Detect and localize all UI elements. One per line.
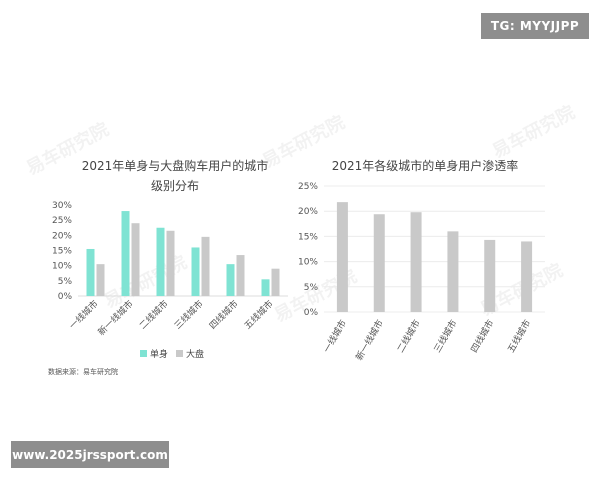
bar-overall: [201, 236, 210, 296]
y-tick-label: 30%: [52, 201, 72, 211]
x-tick-label: 一线城市: [67, 298, 101, 332]
x-tick-label: 二线城市: [137, 298, 171, 332]
x-tick-label: 新一线城市: [353, 318, 386, 363]
x-tick-label: 一线城市: [321, 318, 349, 355]
bar-overall: [131, 223, 140, 296]
bar-overall: [236, 255, 245, 296]
bar-overall: [96, 264, 105, 296]
chart-2-title-line-1: 2021年各级城市的单身用户渗透率: [331, 159, 519, 173]
source-note: 数据来源：易车研究院: [48, 368, 118, 376]
bar-overall: [271, 268, 280, 296]
chart-1-title-line-1: 2021年单身与大盘购车用户的城市: [81, 159, 269, 173]
url-label: www.2025jrssport.com: [11, 441, 169, 468]
bar-penetration: [521, 241, 533, 312]
y-tick-label: 10%: [298, 258, 318, 268]
y-tick-label: 15%: [52, 247, 72, 257]
bar-single: [156, 227, 165, 296]
y-tick-label: 25%: [298, 182, 318, 192]
legend-swatch-single: [140, 350, 147, 357]
y-tick-label: 15%: [298, 232, 318, 242]
chart-1-title-line-2: 级别分布: [150, 179, 199, 193]
y-tick-label: 10%: [52, 262, 72, 272]
bar-single: [261, 279, 270, 296]
legend-swatch-overall: [176, 350, 183, 357]
chart-1-title: 2021年单身与大盘购车用户的城市 级别分布: [60, 156, 290, 196]
y-tick-label: 0%: [304, 308, 319, 318]
y-tick-label: 0%: [58, 292, 73, 302]
bar-penetration: [484, 239, 496, 312]
y-tick-label: 5%: [304, 283, 319, 293]
bar-single: [191, 247, 200, 296]
chart-2-title: 2021年各级城市的单身用户渗透率: [305, 156, 545, 176]
y-tick-label: 20%: [298, 207, 318, 217]
bar-single: [121, 211, 130, 296]
y-tick-label: 20%: [52, 231, 72, 241]
x-tick-label: 五线城市: [505, 318, 533, 355]
x-tick-label: 四线城市: [468, 318, 496, 355]
x-tick-label: 五线城市: [242, 298, 276, 332]
bar-single: [86, 248, 95, 296]
bar-penetration: [373, 214, 385, 312]
bar-single: [226, 264, 235, 296]
bar-overall: [166, 230, 175, 296]
y-tick-label: 5%: [58, 277, 73, 287]
tg-label: TG: MYYJJPP: [481, 13, 589, 39]
bar-penetration: [336, 202, 348, 312]
legend-label-single: 单身: [150, 348, 168, 360]
x-tick-label: 新一线城市: [95, 298, 135, 338]
y-tick-label: 25%: [52, 216, 72, 226]
x-tick-label: 二线城市: [394, 318, 422, 355]
legend-label-overall: 大盘: [186, 348, 204, 360]
x-tick-label: 三线城市: [431, 318, 459, 355]
bar-penetration: [410, 212, 422, 312]
x-tick-label: 三线城市: [172, 298, 206, 332]
x-tick-label: 四线城市: [207, 298, 241, 332]
bar-penetration: [447, 231, 459, 312]
